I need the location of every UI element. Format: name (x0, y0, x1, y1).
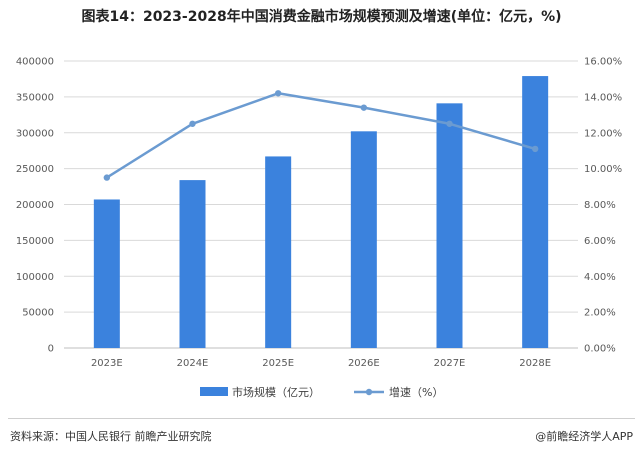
y-tick-label: 400000 (16, 57, 54, 68)
chart-title: 图表14：2023-2028年中国消费金融市场规模预测及增速(单位：亿元，%) (81, 9, 562, 25)
line-point (274, 90, 282, 97)
y2-tick-label: 10.00% (584, 164, 622, 175)
x-tick-label: 2023E (91, 358, 123, 369)
bar (350, 131, 377, 348)
legend: 市场规模（亿元） 增速（%） (200, 385, 443, 399)
x-tick-label: 2024E (177, 358, 209, 369)
gridlines (64, 60, 578, 349)
bar (436, 103, 463, 349)
bar-series (93, 76, 549, 349)
line-point (531, 145, 539, 153)
brand-credit: @前瞻经济学人APP (535, 430, 633, 443)
y2-tick-label: 2.00% (584, 308, 616, 319)
y-tick-label: 0 (48, 344, 54, 355)
line-point (103, 174, 111, 181)
x-tick-label: 2026E (348, 358, 380, 369)
x-tick-label: 2025E (262, 358, 294, 369)
line-point (360, 104, 368, 111)
y-tick-label: 200000 (16, 200, 54, 211)
footer-divider (8, 418, 635, 419)
x-tick-label: 2027E (434, 358, 466, 369)
y2-tick-label: 6.00% (584, 236, 616, 247)
x-axis: 2023E 2024E 2025E 2026E 2027E 2028E (91, 358, 551, 369)
bar (179, 180, 206, 348)
line-point (189, 120, 196, 127)
y-axis-right: 0.00% 2.00% 4.00% 6.00% 8.00% 10.00% 12.00% 14.… (584, 57, 622, 355)
legend-line-label: 增速（%） (389, 385, 443, 399)
source-note: 资料来源：中国人民银行 前瞻产业研究院 (10, 430, 212, 443)
y2-tick-label: 0.00% (584, 344, 616, 355)
y-tick-label: 100000 (16, 272, 54, 283)
y-tick-label: 350000 (16, 92, 54, 103)
y-axis-left: 0 50000 100000 150000 200000 250000 300000 3500… (16, 57, 54, 355)
line-series (103, 90, 539, 181)
y2-tick-label: 14.00% (584, 92, 622, 103)
legend-bar-swatch (200, 387, 228, 396)
y2-tick-label: 16.00% (584, 57, 622, 68)
y2-tick-label: 4.00% (584, 272, 616, 283)
bar (265, 156, 292, 348)
bar (93, 199, 120, 348)
y-tick-label: 50000 (22, 308, 54, 319)
x-tick-label: 2028E (519, 358, 551, 369)
y-tick-label: 300000 (16, 128, 54, 139)
growth-line (106, 92, 536, 179)
line-point (446, 120, 453, 127)
legend-bar-label: 市场规模（亿元） (232, 385, 320, 399)
legend-line-marker (365, 388, 373, 396)
y-tick-label: 150000 (16, 236, 54, 247)
y2-tick-label: 8.00% (584, 200, 616, 211)
bar (522, 76, 549, 348)
y-tick-label: 250000 (16, 164, 54, 175)
combo-chart: 0 50000 100000 150000 200000 250000 300000 3500… (16, 57, 622, 400)
y2-tick-label: 12.00% (584, 128, 622, 139)
